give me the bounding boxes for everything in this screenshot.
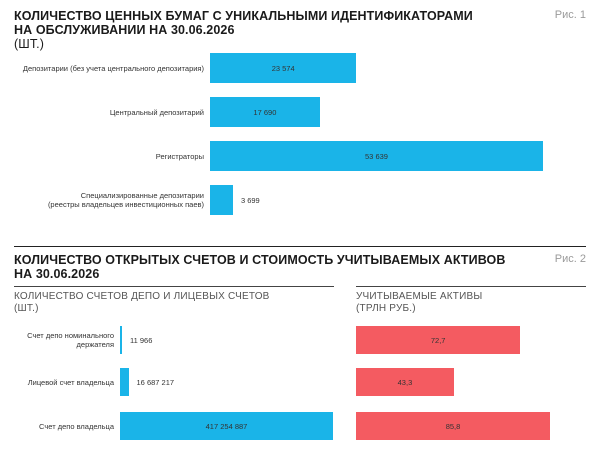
category-label-line: Счет депо номинального	[27, 331, 114, 340]
category-label: Регистраторы	[4, 152, 204, 161]
left-chart-subtitle: КОЛИЧЕСТВО СЧЕТОВ ДЕПО И ЛИЦЕВЫХ СЧЕТОВ …	[14, 291, 270, 315]
value-label: 17 690	[253, 107, 277, 117]
value-label: 16 687 217	[136, 377, 175, 387]
bar	[210, 53, 357, 83]
bar	[120, 412, 333, 440]
section-divider	[14, 246, 586, 247]
value-label: 11 966	[130, 335, 153, 345]
category-label-line: Счет депо владельца	[39, 421, 114, 431]
left-subtitle-line: КОЛИЧЕСТВО СЧЕТОВ ДЕПО И ЛИЦЕВЫХ СЧЕТОВ	[14, 291, 270, 302]
figure1-title: КОЛИЧЕСТВО ЦЕННЫХ БУМАГ С УНИКАЛЬНЫМИ ИД…	[14, 9, 534, 51]
bar	[356, 368, 454, 396]
bar	[210, 185, 233, 215]
category-label: Депозитарии (без учета центрального депо…	[4, 64, 204, 73]
category-label-line: Лицевой счет владельца	[27, 377, 114, 387]
right-subtitle-line: УЧИТЫВАЕМЫЕ АКТИВЫ	[356, 291, 483, 302]
left-subtitle-rule	[14, 286, 334, 287]
figure1-chart: Депозитарии (без учета центрального депо…	[0, 45, 600, 235]
bar	[356, 326, 521, 354]
value-label: 43,3	[397, 377, 413, 387]
category-label-line: Специализированные депозитарии	[80, 191, 204, 200]
value-label: 85,8	[445, 421, 461, 431]
figure2-title-line: КОЛИЧЕСТВО ОТКРЫТЫХ СЧЕТОВ И СТОИМОСТЬ У…	[14, 253, 506, 267]
category-label-line: Регистраторы	[155, 151, 204, 161]
bar	[210, 97, 320, 127]
value-label: 53 639	[365, 151, 388, 161]
category-label: Счет депо владельца	[2, 422, 114, 431]
right-subtitle-rule	[356, 286, 586, 287]
bar	[120, 326, 122, 354]
bar	[356, 412, 550, 440]
right-subtitle-line: (ТРЛН РУБ.)	[356, 303, 416, 314]
category-label: Счет депо номинального держателя	[2, 331, 114, 349]
figure1-title-line: КОЛИЧЕСТВО ЦЕННЫХ БУМАГ С УНИКАЛЬНЫМИ ИД…	[14, 9, 473, 23]
figure2-assets-chart: 72,7 43,3 85,8	[345, 318, 600, 450]
left-subtitle-line: (ШТ.)	[14, 303, 39, 314]
value-label: 3 699	[240, 195, 260, 205]
figure1-label: Рис. 1	[554, 9, 586, 21]
figure2-accounts-chart: Счет депо номинального держателя 11 966 Лиц…	[0, 318, 345, 450]
bar	[210, 141, 543, 171]
bar	[120, 368, 129, 396]
right-chart-subtitle: УЧИТЫВАЕМЫЕ АКТИВЫ (ТРЛН РУБ.)	[356, 291, 482, 315]
value-label: 72,7	[430, 335, 446, 345]
category-label-line: Депозитарии (без учета центрального депо…	[22, 63, 204, 73]
figure2-label: Рис. 2	[554, 253, 586, 265]
category-label-line: (реестры владельцев инвестиционных паев)	[47, 200, 204, 209]
category-label: Лицевой счет владельца	[2, 378, 114, 387]
category-label-line: держателя	[76, 340, 114, 349]
category-label: Специализированные депозитарии (реестры в…	[4, 191, 204, 209]
figure2-title: КОЛИЧЕСТВО ОТКРЫТЫХ СЧЕТОВ И СТОИМОСТЬ У…	[14, 253, 534, 281]
figure1-title-line: (ШТ.)	[14, 37, 45, 51]
figure2-title-line: НА 30.06.2026	[14, 267, 100, 281]
value-label: 23 574	[271, 63, 295, 73]
category-label-line: Центральный депозитарий	[109, 107, 204, 117]
value-label: 417 254 887	[205, 421, 248, 431]
figure1-title-line: НА ОБСЛУЖИВАНИИ НА 30.06.2026	[14, 23, 235, 37]
category-label: Центральный депозитарий	[4, 108, 204, 117]
